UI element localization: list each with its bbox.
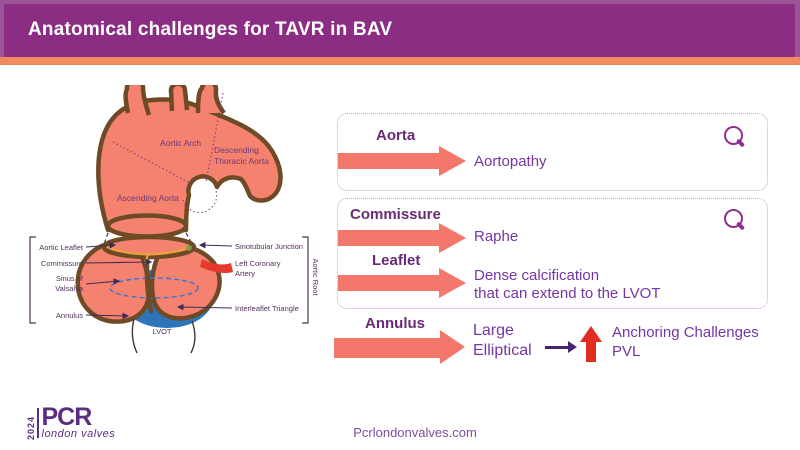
- annulus-text-1: Large: [473, 322, 514, 339]
- label-aortic-leaflet: Aortic Leaflet: [39, 243, 84, 252]
- right-bracket: [302, 236, 309, 324]
- label-interleaflet: Interleaflet Triangle: [235, 304, 299, 313]
- connector-left: [102, 232, 109, 248]
- leaflet-label: Leaflet: [372, 252, 421, 269]
- connector-right: [185, 232, 195, 248]
- annulus-label: Annulus: [365, 315, 425, 332]
- logo-brand-sub: london valves: [41, 428, 116, 440]
- arch-branch-3: [195, 85, 226, 115]
- label-descending-2: Thoracic Aorta: [214, 156, 269, 166]
- increase-arrow-icon: [580, 326, 602, 342]
- label-commissure: Commissure: [41, 259, 83, 268]
- arrow-sinus: [85, 278, 121, 285]
- label-annulus: Annulus: [56, 311, 83, 320]
- left-coronary-artery: [200, 259, 233, 274]
- label-ascending-aorta: Ascending Aorta: [117, 193, 179, 203]
- label-sinus-1: Sinus of: [56, 274, 84, 283]
- implies-arrow-head: [568, 341, 577, 353]
- annulus-arrow-head: [440, 330, 465, 364]
- label-lca-1: Left Coronary: [235, 259, 281, 268]
- label-sinotubular: Sinotubular Junction: [235, 242, 303, 251]
- arch-branch-2: [168, 85, 190, 112]
- aorta-arrow-head: [439, 146, 466, 176]
- label-descending-1: Descending: [214, 145, 259, 155]
- annulus-arrow: [334, 338, 440, 358]
- aorta-arrow: [338, 153, 439, 169]
- leaflet-arrow-head: [439, 268, 466, 298]
- arrow-commissure: [85, 258, 153, 266]
- commissure-arrow-head: [439, 223, 466, 253]
- arrow-sinotubular: [198, 241, 233, 249]
- panel-aorta: Aorta Aortopathy: [337, 113, 768, 191]
- label-lvot: LVOT: [152, 327, 171, 336]
- arrow-annulus: [85, 312, 130, 320]
- footer-url: Pcrlondonvalves.com: [353, 425, 477, 440]
- left-bracket: [29, 236, 36, 324]
- aorta-anatomy-diagram: Aortic Arch Descending Thoracic Aorta As…: [29, 85, 320, 354]
- commissure-label: Commissure: [350, 206, 441, 223]
- magnifier-icon: [724, 126, 743, 145]
- annulus-result-1: Anchoring Challenges: [612, 324, 759, 341]
- arch-branch-1: [123, 85, 152, 116]
- ascending-aorta-cut: [105, 213, 189, 239]
- leaflet-text-1: Dense calcification: [474, 267, 600, 284]
- annulus-text-2: Elliptical: [473, 342, 532, 359]
- slide-title: Anatomical challenges for TAVR in BAV: [28, 19, 393, 40]
- panel-commissure-leaflet: Commissure Raphe Leaflet Dense calcifica…: [337, 198, 768, 309]
- logo-brand: PCR: [41, 403, 93, 431]
- label-aortic-root: Aortic Root: [311, 258, 320, 296]
- header-title-block: Anatomical challenges for TAVR in BAV: [4, 4, 795, 57]
- ventricle-line-left: [131, 318, 138, 354]
- commissure-arrow: [338, 230, 439, 246]
- arrow-aortic-leaflet: [85, 242, 117, 249]
- commissure-text: Raphe: [474, 228, 519, 245]
- pcr-london-valves-logo: 2024 PCR london valves: [26, 403, 116, 441]
- label-lca-2: Artery: [235, 269, 255, 278]
- aorta-label: Aorta: [376, 127, 416, 144]
- aorta-text: Aortopathy: [474, 153, 547, 170]
- leaflet-text-2: that can extend to the LVOT: [474, 285, 661, 302]
- annulus-dashed-ellipse: [109, 277, 199, 299]
- leaflet-arrow: [338, 275, 439, 291]
- header-bar: Anatomical challenges for TAVR in BAV: [0, 0, 800, 57]
- annulus-result-2: PVL: [612, 343, 641, 360]
- label-sinus-2: Valsalva: [55, 284, 84, 293]
- implies-arrow: [545, 346, 569, 349]
- commissure-node-right: [186, 245, 192, 251]
- logo-divider: [37, 408, 39, 438]
- increase-arrow-body: [586, 342, 596, 362]
- arrow-interleaflet: [176, 303, 233, 311]
- label-aortic-arch: Aortic Arch: [160, 138, 201, 148]
- magnifier-icon: [724, 209, 743, 228]
- dotted-separator-descending: [205, 92, 224, 183]
- accent-strip: [0, 57, 800, 65]
- ventricle-line-right: [190, 320, 196, 354]
